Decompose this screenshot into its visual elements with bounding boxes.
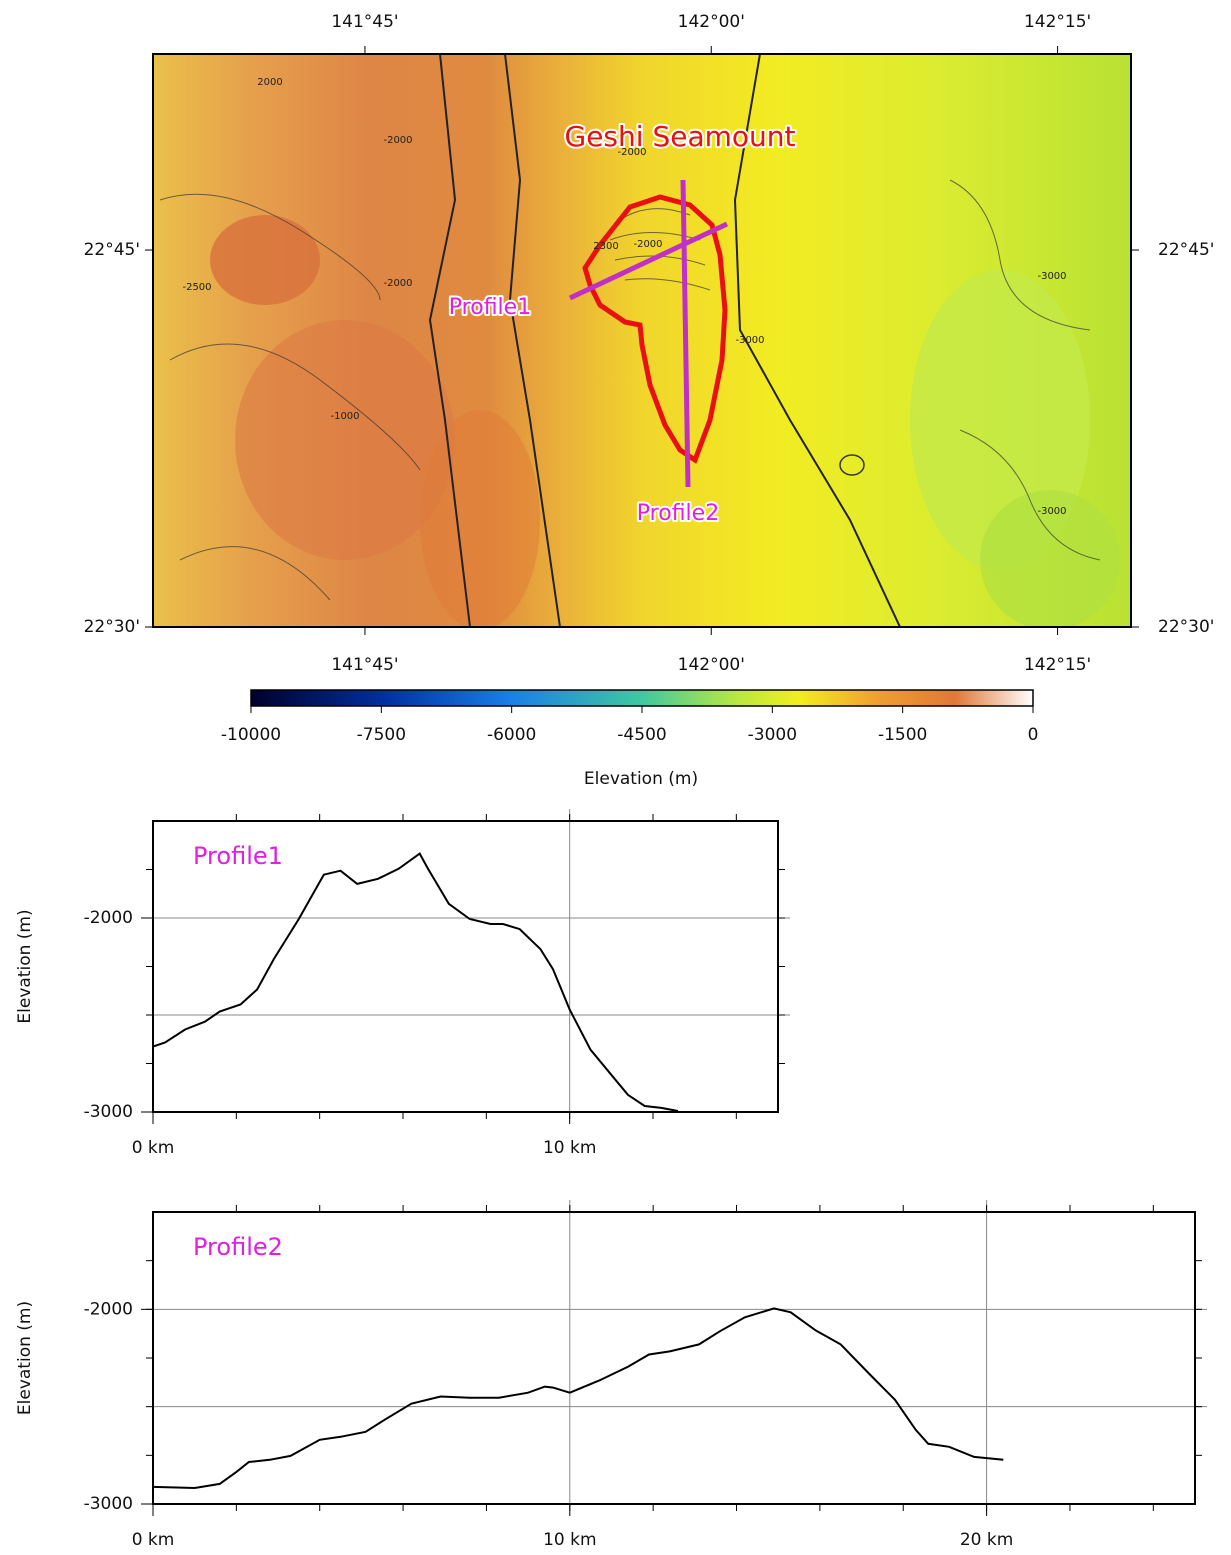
colorbar-tick-label: -3000: [748, 725, 797, 745]
x-tick-label: 142°00': [678, 12, 745, 32]
profile-title: Profile2: [193, 1233, 283, 1261]
x-tick-label: 141°45': [331, 12, 398, 32]
x-tick-label: 142°15': [1024, 12, 1091, 32]
x-tick-label: 0 km: [132, 1530, 175, 1550]
x-tick-label: 10 km: [543, 1530, 596, 1550]
y-tick-label: -2000: [84, 1299, 133, 1319]
plot-frame: [153, 1212, 1195, 1504]
contour-label: -3000: [735, 335, 764, 346]
colorbar-tick-label: -4500: [617, 725, 666, 745]
y-tick-label: 22°45': [1158, 240, 1214, 260]
colorbar-tick-label: -10000: [221, 725, 281, 745]
colorbar-label: Elevation (m): [584, 769, 698, 789]
contour-label: 2300: [593, 241, 618, 252]
y-tick-label: 22°30': [84, 617, 140, 637]
x-tick-label: 141°45': [331, 655, 398, 675]
contour-label: -2500: [182, 282, 211, 293]
x-tick-label: 0 km: [132, 1138, 175, 1158]
colorbar: [251, 690, 1033, 706]
contour-label: -2000: [383, 278, 412, 289]
seamount-label: Geshi Seamount: [565, 120, 796, 153]
y-tick-label: 22°45': [84, 240, 140, 260]
y-tick-label: -3000: [84, 1494, 133, 1514]
contour-label: -2000: [633, 239, 662, 250]
profile-label: Profile1: [449, 295, 531, 320]
contour-label: -3000: [1037, 271, 1066, 282]
profile-title: Profile1: [193, 842, 283, 870]
contour-label: -2000: [383, 135, 412, 146]
contour-label: -2000: [617, 147, 646, 158]
y-tick-label: -3000: [84, 1102, 133, 1122]
colorbar-tick-label: 0: [1028, 725, 1039, 745]
contour-label: 2000: [257, 77, 282, 88]
profile-line: [153, 854, 678, 1111]
profile-line: [153, 1308, 1003, 1488]
y-axis-label: Elevation (m): [15, 1301, 35, 1415]
contour-label: -3000: [1037, 506, 1066, 517]
colorbar-tick-label: -6000: [487, 725, 536, 745]
x-tick-label: 142°00': [678, 655, 745, 675]
y-axis-label: Elevation (m): [15, 909, 35, 1023]
colorbar-tick-label: -7500: [357, 725, 406, 745]
y-tick-label: 22°30': [1158, 617, 1214, 637]
colorbar-tick-label: -1500: [878, 725, 927, 745]
x-tick-label: 10 km: [543, 1138, 596, 1158]
contour-label: -1000: [330, 411, 359, 422]
profile-label: Profile2: [637, 501, 719, 526]
y-tick-label: -2000: [84, 908, 133, 928]
x-tick-label: 142°15': [1024, 655, 1091, 675]
figure: Geshi Seamount Profile1 Profile2 Elevati…: [0, 0, 1231, 1555]
x-tick-label: 20 km: [960, 1530, 1013, 1550]
